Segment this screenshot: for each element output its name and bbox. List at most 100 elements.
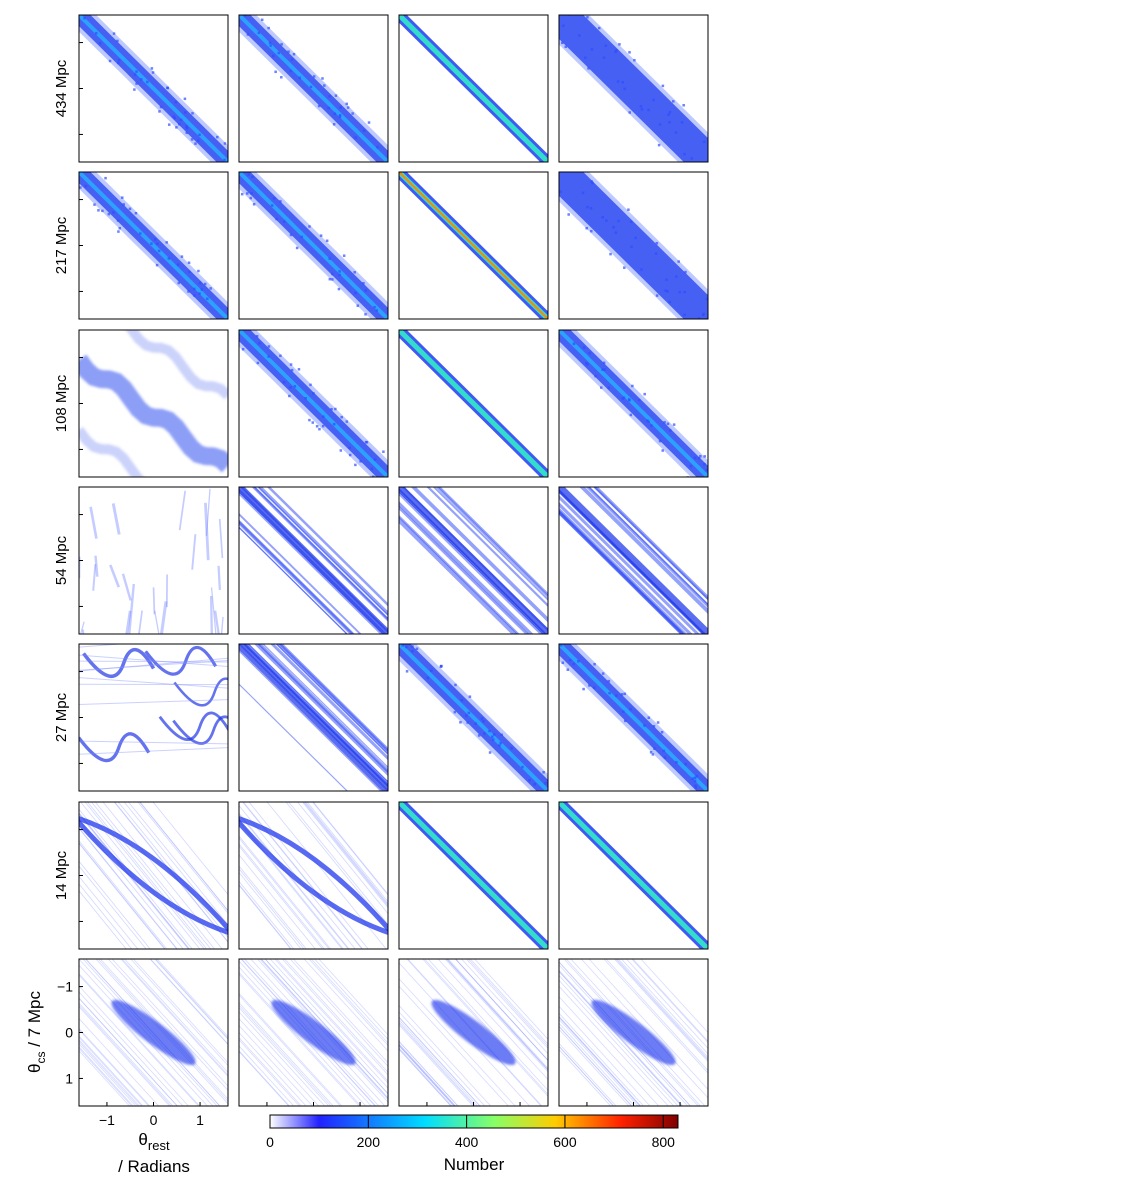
band-speck: [156, 242, 159, 245]
band-speck: [364, 313, 367, 316]
band-speck: [488, 751, 492, 754]
filament: [239, 520, 354, 634]
blob-thread: [289, 959, 388, 1067]
band-speck: [654, 252, 658, 255]
panel-content: [399, 802, 548, 949]
blob-thread: [239, 1050, 290, 1106]
lens-caustic-upper: [79, 816, 228, 933]
band-speck: [334, 94, 338, 97]
blob-thread: [615, 959, 708, 1061]
band-speck: [601, 216, 604, 219]
band-speck: [694, 479, 697, 482]
band-speck: [101, 209, 104, 213]
band-speck: [616, 80, 620, 83]
blob-thread: [239, 1004, 332, 1106]
filament: [593, 487, 708, 601]
band-speck: [287, 50, 290, 53]
blob-thread: [427, 959, 548, 1092]
blob-thread: [264, 959, 388, 1095]
lens-thread: [137, 802, 228, 914]
filament: [437, 487, 548, 596]
band-speck: [223, 158, 226, 162]
colorbar-title: Number: [444, 1155, 505, 1174]
band-speck: [338, 273, 341, 277]
filament: [432, 487, 548, 601]
blob-thread: [79, 1047, 132, 1106]
swirl: [158, 711, 228, 742]
streak: [92, 564, 97, 591]
band-speck: [172, 115, 176, 118]
blob-thread: [399, 1047, 453, 1106]
band-speck: [166, 86, 170, 90]
band-speck: [608, 691, 611, 695]
lens-thread: [306, 802, 388, 903]
band-speck: [629, 220, 633, 224]
band-speck: [330, 407, 333, 411]
band-speck: [332, 123, 336, 126]
band-speck: [657, 143, 661, 147]
band-speck: [122, 203, 125, 206]
blob-thread: [559, 1025, 633, 1106]
band-speck: [246, 33, 250, 36]
lens-caustic-lower: [239, 818, 388, 935]
band-speck: [96, 168, 99, 171]
band-speck: [693, 456, 697, 460]
lens-thread: [239, 884, 291, 949]
band-speck: [256, 361, 260, 365]
blob-thread: [470, 959, 548, 1045]
band-speck: [510, 747, 513, 750]
band-speck: [333, 112, 337, 116]
streak: [111, 503, 121, 535]
blob-thread: [239, 1006, 330, 1106]
blob-thread: [455, 959, 548, 1061]
blob-thread: [399, 1043, 456, 1106]
band-speck: [586, 205, 589, 209]
blob-thread: [559, 1042, 617, 1106]
band-speck: [223, 142, 227, 145]
blob-thread: [559, 969, 684, 1106]
band-speck: [528, 779, 531, 782]
lens-thread: [312, 802, 388, 896]
blob-thread: [293, 959, 388, 1064]
panel-frame: [558, 801, 709, 950]
streak: [125, 610, 132, 634]
lens-thread: [79, 860, 151, 949]
band-speck: [133, 73, 137, 76]
band-speck: [117, 230, 120, 233]
band-speck: [615, 694, 618, 697]
band-speck: [391, 309, 394, 312]
band-speck: [367, 121, 371, 124]
band-speck: [183, 111, 187, 114]
blob-thread: [559, 970, 683, 1106]
band-speck: [697, 317, 701, 319]
colorbar-tick-label: 600: [553, 1134, 577, 1150]
band-speck: [187, 261, 191, 264]
blob-thread: [399, 1048, 452, 1106]
blob-thread: [239, 992, 343, 1106]
filament: [559, 502, 693, 634]
blob-thread: [399, 1048, 452, 1106]
band-speck: [198, 133, 201, 137]
blob-thread: [239, 1011, 326, 1106]
blob-thread: [559, 1028, 630, 1106]
band-speck: [660, 731, 664, 734]
band-speck: [607, 679, 611, 683]
band-speck: [79, 186, 82, 189]
lens-thread: [239, 865, 307, 949]
y-axis-title-main: θ: [25, 1064, 44, 1073]
lens-thread: [79, 883, 133, 949]
panel-frame: [558, 486, 709, 635]
band-speck: [677, 260, 680, 263]
lens-thread: [239, 880, 295, 949]
filament: [399, 516, 518, 634]
swirl-thread: [79, 654, 228, 668]
x-tick-label: 1: [196, 1112, 204, 1128]
blob-thread: [444, 959, 548, 1073]
band-speck: [134, 211, 138, 215]
band-speck: [702, 313, 705, 317]
band-speck: [614, 50, 617, 54]
blob-thread: [239, 971, 362, 1106]
panel-content: [559, 802, 708, 949]
swirl: [172, 715, 228, 745]
